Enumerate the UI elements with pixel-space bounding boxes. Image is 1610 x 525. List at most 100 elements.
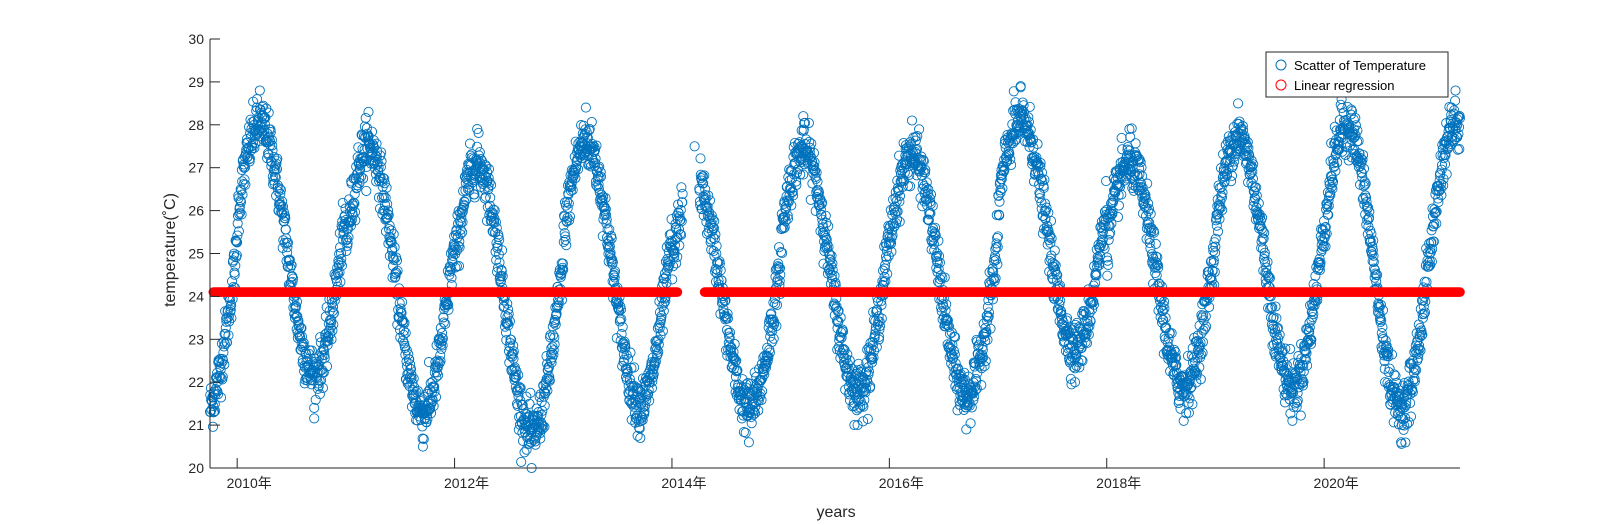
scatter-point bbox=[349, 189, 360, 200]
scatter-point bbox=[772, 274, 783, 285]
scatter-point bbox=[700, 193, 711, 204]
scatter-point bbox=[774, 263, 786, 274]
scatter-point bbox=[594, 161, 605, 172]
scatter-point bbox=[480, 160, 491, 171]
scatter-point bbox=[1083, 329, 1094, 340]
scatter-point bbox=[699, 170, 710, 181]
scatter-point bbox=[239, 174, 250, 185]
scatter-point bbox=[240, 179, 251, 190]
scatter-point bbox=[327, 302, 339, 313]
scatter-point bbox=[1148, 227, 1160, 238]
scatter-point bbox=[709, 233, 720, 244]
scatter-point bbox=[771, 299, 783, 310]
scatter-point bbox=[396, 307, 407, 319]
scatter-point bbox=[1088, 296, 1099, 307]
scatter-point bbox=[513, 369, 524, 381]
scatter-point bbox=[453, 240, 464, 252]
scatter-point bbox=[771, 321, 782, 332]
scatter-point bbox=[400, 327, 411, 338]
scatter-point bbox=[593, 183, 604, 194]
scatter-point bbox=[749, 408, 761, 419]
scatter-point bbox=[625, 347, 636, 358]
scatter-point bbox=[319, 349, 330, 361]
scatter-point bbox=[823, 248, 834, 259]
scatter-point bbox=[593, 179, 604, 190]
scatter-point bbox=[921, 177, 932, 188]
scatter-point bbox=[358, 173, 369, 184]
scatter-point bbox=[548, 349, 559, 360]
scatter-point bbox=[327, 298, 338, 309]
scatter-point bbox=[438, 312, 449, 323]
scatter-point bbox=[287, 276, 298, 287]
scatter-point bbox=[1077, 355, 1088, 366]
scatter-point bbox=[267, 145, 278, 156]
scatter-point bbox=[1023, 116, 1034, 127]
scatter-point bbox=[820, 210, 831, 221]
scatter-point bbox=[983, 307, 995, 318]
scatter-point bbox=[274, 183, 285, 194]
scatter-point bbox=[328, 308, 339, 319]
scatter-point bbox=[709, 216, 720, 227]
scatter-point bbox=[874, 324, 885, 335]
scatter-point bbox=[280, 213, 291, 224]
scatter-point bbox=[813, 189, 824, 200]
scatter-point bbox=[342, 238, 353, 249]
scatter-point bbox=[990, 254, 1001, 266]
scatter-point bbox=[606, 233, 617, 244]
scatter-point bbox=[994, 210, 1005, 221]
scatter-point bbox=[379, 178, 390, 189]
scatter-point bbox=[816, 197, 828, 208]
scatter-point bbox=[435, 356, 446, 367]
scatter-point bbox=[454, 242, 465, 253]
scatter-point bbox=[502, 298, 513, 309]
scatter-point bbox=[313, 367, 324, 378]
scatter-point bbox=[724, 327, 736, 338]
scatter-point bbox=[400, 342, 411, 353]
scatter-point bbox=[780, 216, 791, 227]
scatter-point bbox=[710, 229, 721, 240]
scatter-point bbox=[288, 273, 299, 284]
scatter-point bbox=[382, 199, 393, 210]
scatter-point bbox=[898, 137, 909, 149]
scatter-point bbox=[270, 172, 281, 183]
scatter-point bbox=[330, 270, 341, 281]
scatter-point bbox=[456, 212, 467, 223]
scatter-point bbox=[539, 421, 550, 432]
scatter-point bbox=[235, 196, 247, 208]
scatter-point bbox=[293, 321, 305, 332]
scatter-point bbox=[821, 234, 832, 245]
scatter-point bbox=[861, 366, 872, 377]
scatter-point bbox=[335, 276, 346, 287]
scatter-point bbox=[563, 198, 574, 209]
scatter-point bbox=[997, 183, 1008, 194]
scatter-point bbox=[1036, 173, 1047, 185]
scatter-point bbox=[925, 189, 937, 200]
scatter-point bbox=[998, 165, 1009, 176]
scatter-point bbox=[1116, 132, 1127, 143]
scatter-point bbox=[1132, 170, 1143, 182]
scatter-point bbox=[548, 345, 559, 356]
scatter-point bbox=[371, 138, 382, 149]
scatter-point bbox=[977, 341, 988, 352]
scatter-point bbox=[941, 316, 952, 327]
scatter-point bbox=[674, 211, 685, 222]
scatter-point bbox=[286, 260, 297, 271]
scatter-point bbox=[803, 117, 814, 129]
scatter-point bbox=[980, 322, 991, 334]
scatter-point bbox=[327, 325, 338, 336]
scatter-point bbox=[429, 386, 440, 397]
scatter-point bbox=[277, 196, 288, 207]
scatter-point bbox=[218, 347, 229, 358]
scatter-point bbox=[942, 315, 953, 326]
scatter-point bbox=[1145, 208, 1156, 219]
scatter-point bbox=[623, 353, 634, 364]
scatter-point bbox=[1051, 269, 1062, 280]
scatter-point bbox=[457, 227, 468, 238]
scatter-point bbox=[644, 395, 655, 406]
scatter-point bbox=[764, 347, 775, 358]
scatter-point bbox=[336, 260, 347, 271]
scatter-point bbox=[1143, 203, 1155, 214]
scatter-point bbox=[791, 179, 802, 191]
scatter-point bbox=[1136, 162, 1147, 173]
